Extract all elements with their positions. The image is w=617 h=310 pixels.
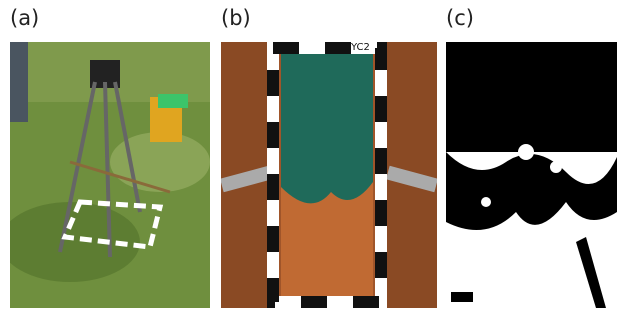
photo-binary bbox=[446, 42, 617, 308]
panel-label: (b) bbox=[221, 6, 251, 30]
photo-tripod bbox=[10, 42, 210, 308]
photo-soil-profile: YC2 bbox=[221, 42, 437, 308]
panel-label: (a) bbox=[10, 6, 39, 30]
figure: (a) (b) (c) YC2 bbox=[0, 0, 617, 310]
panel-label: (c) bbox=[446, 6, 474, 30]
photo-sign: YC2 bbox=[350, 42, 370, 53]
